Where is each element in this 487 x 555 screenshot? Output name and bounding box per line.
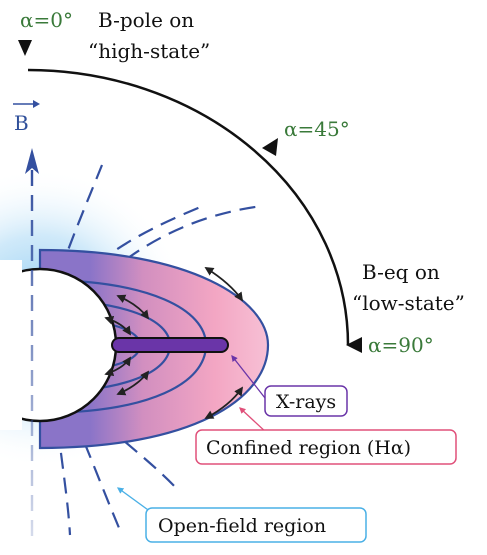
xrays-label: X-rays <box>276 391 336 413</box>
b-vector-letter: B <box>14 111 29 135</box>
xrays-box <box>264 385 348 417</box>
arrow-outer-bottom <box>204 386 244 419</box>
b-eq-label-line1: B-eq on <box>362 260 440 284</box>
open-field-box <box>145 507 367 543</box>
b-vector-label: B <box>13 100 40 135</box>
viewing-angle-arc <box>27 68 350 346</box>
open-field-line-upper-2 <box>77 203 206 281</box>
star-clip <box>0 260 22 430</box>
arrow-inner-top-1 <box>116 294 150 320</box>
field-direction-arrows <box>104 267 244 419</box>
alpha-0-marker <box>18 40 32 56</box>
b-vector-overarrow-head <box>33 100 40 108</box>
xray-disk-bar <box>111 337 229 353</box>
confined-box <box>195 429 457 465</box>
alpha-45-marker <box>262 138 278 156</box>
b-field-axis <box>25 148 39 545</box>
b-pole-label-line1: B-pole on <box>98 8 194 32</box>
confined-region-label: Confined region (Hα) <box>206 437 411 459</box>
alpha-45-label: α=45° <box>284 117 350 141</box>
alpha-0-label: α=0° <box>20 8 73 32</box>
arrow-inner-bottom-2 <box>116 370 150 396</box>
b-axis-arrowhead <box>25 148 39 174</box>
arrow-inner-bottom-1 <box>104 356 131 376</box>
open-field-label: Open-field region <box>158 515 326 537</box>
b-pole-label-line2: “high-state” <box>88 39 210 63</box>
alpha-90-label: α=90° <box>368 333 434 357</box>
alpha-90-marker <box>346 337 362 353</box>
xrays-pointer <box>231 354 266 399</box>
arrow-outer-top <box>204 267 244 302</box>
b-eq-label-line2: “low-state” <box>352 291 465 315</box>
arrow-inner-top-2 <box>104 316 131 336</box>
